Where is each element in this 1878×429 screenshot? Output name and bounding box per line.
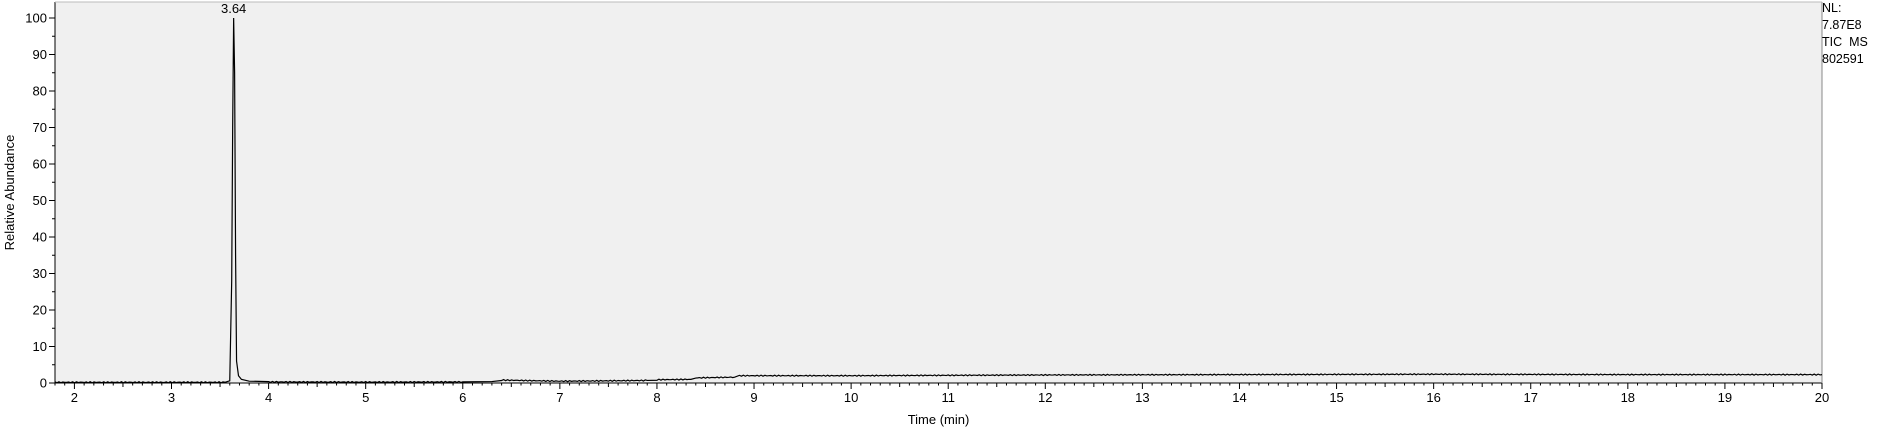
x-tick-label: 3 (168, 390, 175, 405)
x-tick-label: 18 (1621, 390, 1635, 405)
x-tick-label: 6 (459, 390, 466, 405)
x-tick-label: 13 (1135, 390, 1149, 405)
normalization-info: NL: 7.87E8 TIC MS 802591 (1822, 0, 1868, 68)
y-tick-label: 0 (40, 376, 47, 391)
nl-value: 7.87E8 (1822, 18, 1862, 32)
peak-label: 3.64 (221, 1, 246, 16)
x-tick-label: 11 (941, 390, 955, 405)
x-axis: 2 3 4 5 6 7 8 9 10 11 12 13 14 15 16 17 18 19 20 (54, 382, 1829, 405)
y-axis-title: Relative Abundance (2, 135, 17, 251)
tic-trace-line (54, 17, 1823, 384)
x-tick-label: 9 (750, 390, 757, 405)
x-tick-label: 19 (1718, 390, 1732, 405)
y-tick-label: 80 (33, 84, 47, 99)
y-tick-label: 50 (33, 193, 47, 208)
y-axis: 0 10 20 30 40 50 60 70 80 90 100 (25, 1, 1823, 391)
x-tick-label: 4 (265, 390, 272, 405)
x-axis-title: Time (min) (908, 412, 970, 427)
x-tick-label: 15 (1329, 390, 1343, 405)
y-tick-label: 100 (25, 11, 47, 26)
y-tick-label: 10 (33, 339, 47, 354)
trace-type: TIC MS (1822, 35, 1868, 49)
x-tick-label: 17 (1524, 390, 1538, 405)
x-tick-label: 20 (1815, 390, 1829, 405)
x-tick-label: 12 (1038, 390, 1052, 405)
x-tick-label: 7 (556, 390, 563, 405)
plot-area (55, 2, 1822, 383)
file-name: 802591 (1822, 52, 1864, 66)
y-tick-label: 60 (33, 157, 47, 172)
peak-annotations: 3.64 (221, 1, 246, 16)
x-tick-label: 14 (1232, 390, 1246, 405)
y-tick-label: 70 (33, 120, 47, 135)
y-tick-label: 20 (33, 303, 47, 318)
x-tick-label: 2 (71, 390, 78, 405)
x-tick-label: 5 (362, 390, 369, 405)
nl-label: NL: (1822, 1, 1842, 15)
x-tick-label: 10 (844, 390, 858, 405)
y-tick-label: 90 (33, 47, 47, 62)
y-tick-label: 40 (33, 230, 47, 245)
y-tick-label: 30 (33, 266, 47, 281)
x-tick-label: 8 (653, 390, 660, 405)
x-tick-label: 16 (1426, 390, 1440, 405)
